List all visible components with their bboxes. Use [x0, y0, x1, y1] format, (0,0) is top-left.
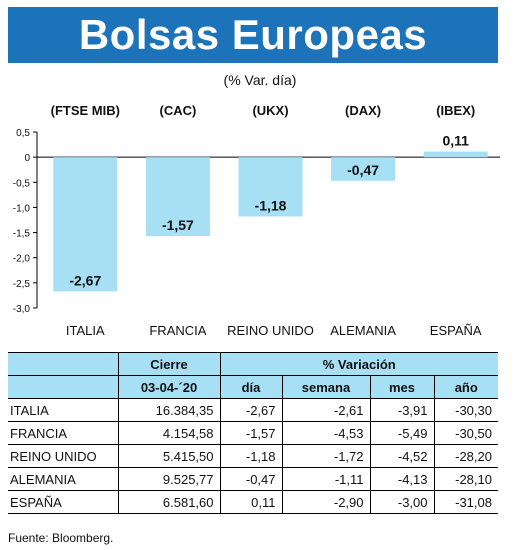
table-header-row-2: 03-04-´20 día semana mes año — [8, 375, 498, 399]
table-header-row-1: Cierre % Variación — [8, 352, 498, 376]
page-title: Bolsas Europeas — [8, 7, 498, 63]
cell-mes: -3,00 — [369, 490, 434, 514]
cell-country: ITALIA — [8, 398, 118, 422]
table-row: FRANCIA 4.154,58 -1,57 -4,53 -5,49 -30,50 — [8, 421, 498, 445]
cell-dia: -1,18 — [219, 444, 282, 468]
cell-semana: -1,72 — [281, 444, 370, 468]
cell-cierre: 4.154,58 — [117, 421, 220, 445]
y-tick-label: 0,5 — [16, 128, 30, 139]
cell-cierre: 9.525,77 — [117, 467, 220, 491]
y-tick-label: -3,0 — [13, 304, 31, 315]
cell-country: FRANCIA — [8, 421, 118, 445]
bar — [53, 157, 118, 292]
header-empty-2 — [8, 375, 118, 399]
cell-ano: -28,10 — [433, 467, 498, 491]
cell-dia: -0,47 — [219, 467, 282, 491]
header-mes: mes — [369, 375, 434, 399]
index-label: (IBEX) — [436, 103, 475, 118]
cell-cierre: 5.415,50 — [117, 444, 220, 468]
table-row: ITALIA 16.384,35 -2,67 -2,61 -3,91 -30,30 — [8, 398, 498, 422]
bar-value-label: -1,18 — [255, 197, 287, 213]
y-tick-label: -0,5 — [13, 178, 31, 189]
header-ano: año — [433, 375, 498, 399]
bar — [238, 157, 303, 217]
index-label: (DAX) — [345, 103, 381, 118]
bar-value-label: -2,67 — [69, 272, 101, 288]
cell-ano: -30,50 — [433, 421, 498, 445]
cell-mes: -3,91 — [369, 398, 434, 422]
bar-value-label: -0,47 — [347, 162, 379, 178]
cell-semana: -2,90 — [281, 490, 370, 514]
cell-ano: -30,30 — [433, 398, 498, 422]
cell-dia: -2,67 — [219, 398, 282, 422]
source-note: Fuente: Bloomberg. — [8, 531, 114, 545]
y-tick-label: 0 — [24, 153, 30, 164]
y-tick-label: -1,5 — [13, 229, 31, 240]
cell-mes: -4,13 — [369, 467, 434, 491]
category-label: ESPAÑA — [430, 323, 482, 338]
cell-ano: -31,08 — [433, 490, 498, 514]
bar-value-label: 0,11 — [442, 133, 469, 149]
index-label: (UKX) — [252, 103, 288, 118]
header-date: 03-04-´20 — [117, 375, 220, 399]
category-label: REINO UNIDO — [227, 323, 314, 338]
header-cierre: Cierre — [117, 352, 220, 376]
bar-chart: 0,5 0 -0,5 -1,0 -1,5 -2,0 -2,5 -3,0 -2,67 (FTSE M… — [13, 103, 500, 338]
bar — [423, 151, 488, 158]
cell-semana: -2,61 — [281, 398, 370, 422]
cell-semana: -4,53 — [281, 421, 370, 445]
header-semana: semana — [281, 375, 370, 399]
table-row: ALEMANIA 9.525,77 -0,47 -1,11 -4,13 -28,10 — [8, 467, 498, 491]
cell-cierre: 16.384,35 — [117, 398, 220, 422]
cell-ano: -28,20 — [433, 444, 498, 468]
bar — [145, 157, 210, 237]
cell-country: REINO UNIDO — [8, 444, 118, 468]
cell-cierre: 6.581,60 — [117, 490, 220, 514]
y-tick-label: -2,0 — [13, 254, 31, 265]
category-label: ITALIA — [66, 323, 105, 338]
table-row: ESPAÑA 6.581,60 0,11 -2,90 -3,00 -31,08 — [8, 490, 498, 514]
cell-mes: -5,49 — [369, 421, 434, 445]
index-label: (CAC) — [159, 103, 196, 118]
cell-country: ALEMANIA — [8, 467, 118, 491]
table-row: REINO UNIDO 5.415,50 -1,18 -1,72 -4,52 -28,20 — [8, 444, 498, 468]
stock-table: Cierre % Variación 03-04-´20 día semana … — [8, 352, 498, 514]
cell-dia: -1,57 — [219, 421, 282, 445]
cell-country: ESPAÑA — [8, 490, 118, 514]
header-variacion: % Variación — [219, 352, 498, 376]
header-empty — [8, 352, 118, 376]
header-dia: día — [219, 375, 282, 399]
cell-semana: -1,11 — [281, 467, 370, 491]
chart-subtitle: (% Var. día) — [223, 72, 297, 88]
bar — [331, 157, 396, 181]
bar-value-label: -1,57 — [162, 217, 194, 233]
category-label: ALEMANIA — [330, 323, 396, 338]
y-tick-label: -1,0 — [13, 203, 31, 214]
y-tick-label: -2,5 — [13, 279, 31, 290]
cell-mes: -4,52 — [369, 444, 434, 468]
index-label: (FTSE MIB) — [51, 103, 120, 118]
cell-dia: 0,11 — [219, 490, 282, 514]
category-label: FRANCIA — [149, 323, 206, 338]
